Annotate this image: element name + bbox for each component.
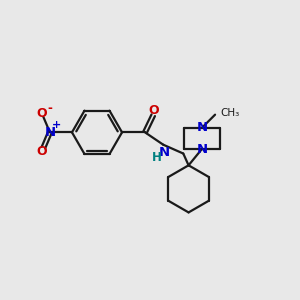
Text: -: -: [47, 102, 52, 115]
Text: O: O: [148, 104, 159, 117]
Text: H: H: [152, 151, 162, 164]
Text: N: N: [159, 146, 170, 159]
Text: N: N: [196, 122, 207, 134]
Text: +: +: [52, 120, 62, 130]
Text: O: O: [37, 145, 47, 158]
Text: N: N: [44, 126, 56, 139]
Text: CH₃: CH₃: [220, 108, 240, 118]
Text: O: O: [37, 107, 47, 120]
Text: N: N: [196, 142, 207, 156]
